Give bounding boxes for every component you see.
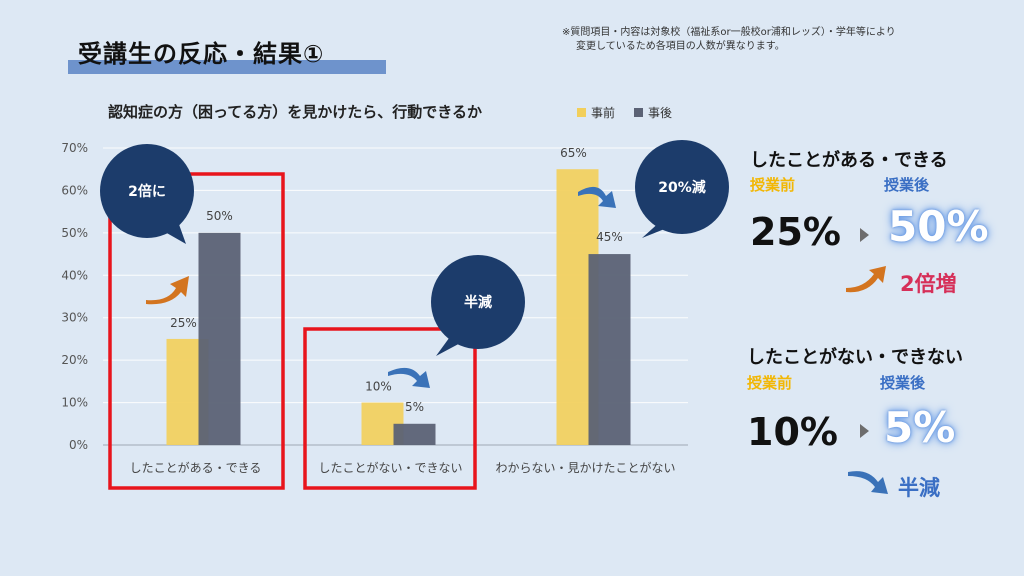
callout-bubble-20pct [635, 140, 729, 234]
x-category-label: したことがない・できない [318, 460, 462, 475]
y-tick-label: 20% [61, 353, 88, 367]
blue-down-arrow-icon-1 [388, 367, 430, 388]
callout-bubble-double-label: 2倍に [128, 183, 166, 200]
panel1-transition-triangle-icon [860, 228, 869, 242]
y-tick-label: 10% [61, 396, 88, 410]
orange-up-arrow-icon [146, 276, 189, 305]
panel2-result: 半減 [898, 476, 940, 500]
slide-note: ※質問項目・内容は対象校（福祉系or一般校or浦和レッズ）・学年等により 変更し… [562, 26, 982, 54]
panel1-before-value: 25% [750, 210, 841, 254]
panel1-before-label: 授業前 [750, 176, 796, 194]
legend-swatch-after [634, 108, 643, 117]
chart-title: 認知症の方（困ってる方）を見かけたら、行動できるか [108, 103, 482, 121]
data-label-after: 50% [206, 209, 233, 223]
y-tick-label: 70% [61, 141, 88, 155]
callout-bubble-double [100, 144, 194, 238]
panel2-after-label: 授業後 [880, 374, 926, 392]
panel2-before-value: 10% [747, 410, 838, 454]
note-line-2: 変更しているため各項目の人数が異なります。 [576, 41, 785, 52]
panel2-heading: したことがない・できない [747, 347, 963, 368]
panel1-after-value: 50% [888, 202, 989, 251]
callout-bubble-half-label: 半減 [464, 294, 492, 311]
legend-swatch-before [577, 108, 586, 117]
data-label-before: 10% [365, 380, 392, 394]
legend-item-before: 事前 [577, 104, 615, 121]
y-tick-label: 0% [69, 438, 88, 452]
x-category-label: したことがある・できる [130, 460, 262, 475]
data-label-before: 65% [560, 146, 587, 160]
note-line-1: ※質問項目・内容は対象校（福祉系or一般校or浦和レッズ）・学年等により [562, 27, 896, 38]
title-underline-bar [68, 60, 386, 74]
legend-item-after: 事後 [634, 104, 672, 121]
y-tick-label: 60% [61, 183, 88, 197]
bar-after-1 [393, 423, 436, 445]
panel1-result: 2倍増 [900, 272, 957, 296]
bar-after-0 [198, 232, 241, 445]
highlight-box-category-1 [108, 172, 285, 490]
bar-after-2 [588, 254, 631, 445]
panel2-transition-triangle-icon [860, 424, 869, 438]
highlight-box-category-2 [303, 327, 477, 490]
panel2-after-value: 5% [884, 403, 956, 452]
panel2-before-label: 授業前 [747, 374, 793, 392]
slide-title-block: 受講生の反応・結果① [68, 30, 386, 76]
data-label-after: 45% [596, 230, 623, 244]
blue-down-arrow-icon-2 [578, 186, 616, 208]
y-tick-label: 40% [61, 268, 88, 282]
panel1-after-label: 授業後 [884, 176, 930, 194]
panel2-blue-down-arrow-icon [848, 471, 888, 494]
data-label-before: 25% [170, 316, 197, 330]
data-label-after: 5% [405, 400, 424, 414]
x-category-label: わからない・見かけたことがない [495, 460, 675, 475]
callout-bubble-half [431, 255, 525, 349]
y-tick-label: 50% [61, 226, 88, 240]
callout-bubble-20pct-label: 20%減 [658, 179, 706, 196]
slide-title: 受講生の反応・結果① [78, 40, 325, 68]
legend-label-before: 事前 [591, 106, 616, 120]
legend-label-after: 事後 [648, 106, 673, 120]
panel1-heading: したことがある・できる [750, 150, 948, 171]
panel1-orange-up-arrow-icon [846, 266, 886, 293]
y-tick-label: 30% [61, 311, 88, 325]
